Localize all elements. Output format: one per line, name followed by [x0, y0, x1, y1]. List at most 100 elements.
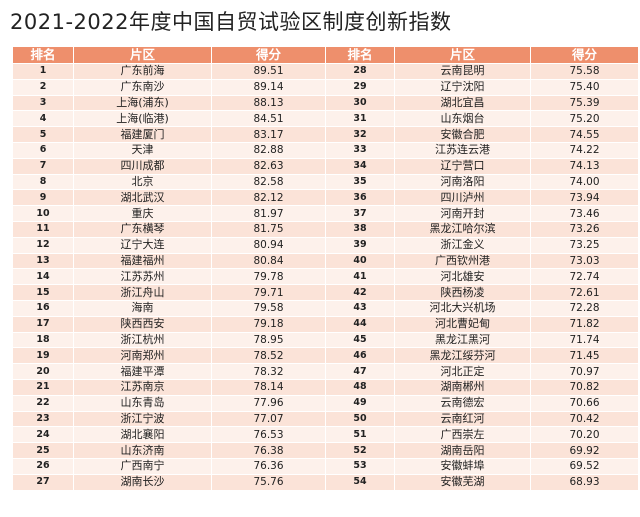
- rank-cell-right: 37: [325, 205, 395, 222]
- rank-cell-left: 21: [12, 378, 74, 396]
- rank-cell-right: 44: [325, 315, 395, 333]
- zone-name-cell-left: 福建厦门: [73, 126, 212, 143]
- rank-cell-left: 14: [12, 268, 74, 286]
- score-cell-left: 77.07: [211, 410, 326, 428]
- rank-cell-right: 31: [325, 110, 395, 128]
- score-cell-right: 75.58: [530, 63, 639, 80]
- table-row: 14 江苏苏州 79.78 41 河北雄安 72.74: [12, 268, 639, 286]
- score-cell-left: 82.12: [211, 189, 326, 207]
- rank-cell-left: 8: [12, 173, 74, 191]
- zone-name-cell-left: 江苏南京: [73, 378, 212, 396]
- zone-name-cell-right: 湖南岳阳: [394, 442, 531, 459]
- zone-name-cell-right: 安徽蚌埠: [394, 457, 531, 475]
- score-cell-left: 79.71: [211, 284, 326, 301]
- header-zone-right: 片区: [394, 46, 531, 64]
- score-cell-right: 75.20: [530, 110, 639, 128]
- rank-cell-left: 5: [12, 126, 74, 143]
- table-row: 1 广东前海 89.51 28 云南昆明 75.58: [12, 63, 639, 80]
- rank-cell-right: 35: [325, 173, 395, 191]
- rank-cell-left: 2: [12, 78, 74, 96]
- zone-name-cell-right: 广西钦州港: [394, 252, 531, 270]
- score-cell-right: 75.40: [530, 78, 639, 96]
- rank-cell-right: 46: [325, 347, 395, 365]
- table-row: 11 广东横琴 81.75 38 黑龙江哈尔滨 73.26: [12, 220, 639, 238]
- score-cell-left: 81.97: [211, 205, 326, 222]
- score-cell-right: 73.94: [530, 189, 639, 207]
- zone-name-cell-right: 黑龙江黑河: [394, 331, 531, 349]
- rank-cell-left: 6: [12, 141, 74, 159]
- rank-cell-right: 47: [325, 363, 395, 380]
- table-row: 17 陕西西安 79.18 44 河北曹妃甸 71.82: [12, 315, 639, 333]
- zone-name-cell-left: 浙江杭州: [73, 331, 212, 349]
- score-cell-left: 76.36: [211, 457, 326, 475]
- score-cell-left: 79.18: [211, 315, 326, 333]
- zone-name-cell-left: 山东青岛: [73, 394, 212, 412]
- zone-name-cell-right: 河北大兴机场: [394, 299, 531, 317]
- score-cell-right: 70.42: [530, 410, 639, 428]
- table-row: 22 山东青岛 77.96 49 云南德宏 70.66: [12, 394, 639, 412]
- ranking-table: 排名 片区 得分 排名 片区 得分 1 广东前海 89.51 28 云南昆明 75.58 2…: [12, 46, 639, 491]
- score-cell-left: 79.78: [211, 268, 326, 286]
- score-cell-right: 71.82: [530, 315, 639, 333]
- zone-name-cell-right: 山东烟台: [394, 110, 531, 128]
- score-cell-left: 78.32: [211, 363, 326, 380]
- score-cell-left: 89.14: [211, 78, 326, 96]
- table-row: 24 湖北襄阳 76.53 51 广西崇左 70.20: [12, 426, 639, 444]
- rank-cell-left: 3: [12, 94, 74, 112]
- score-cell-left: 75.76: [211, 473, 326, 491]
- table-row: 19 河南郑州 78.52 46 黑龙江绥芬河 71.45: [12, 347, 639, 365]
- score-cell-left: 78.52: [211, 347, 326, 365]
- zone-name-cell-left: 浙江舟山: [73, 284, 212, 301]
- score-cell-left: 89.51: [211, 63, 326, 80]
- zone-name-cell-right: 云南昆明: [394, 63, 531, 80]
- rank-cell-right: 48: [325, 378, 395, 396]
- zone-name-cell-left: 广东横琴: [73, 220, 212, 238]
- table-row: 16 海南 79.58 43 河北大兴机场 72.28: [12, 299, 639, 317]
- zone-name-cell-left: 湖北武汉: [73, 189, 212, 207]
- header-zone-left: 片区: [73, 46, 212, 64]
- zone-name-cell-left: 广东前海: [73, 63, 212, 80]
- zone-name-cell-left: 江苏苏州: [73, 268, 212, 286]
- zone-name-cell-right: 河北正定: [394, 363, 531, 380]
- zone-name-cell-left: 上海(浦东): [73, 94, 212, 112]
- zone-name-cell-left: 湖南长沙: [73, 473, 212, 491]
- rank-cell-right: 39: [325, 236, 395, 254]
- score-cell-right: 70.20: [530, 426, 639, 444]
- rank-cell-left: 19: [12, 347, 74, 365]
- table-row: 4 上海(临港) 84.51 31 山东烟台 75.20: [12, 110, 639, 128]
- table-header-row: 排名 片区 得分 排名 片区 得分: [12, 46, 639, 64]
- header-score-right: 得分: [530, 46, 639, 64]
- score-cell-right: 69.92: [530, 442, 639, 459]
- score-cell-right: 74.00: [530, 173, 639, 191]
- rank-cell-left: 12: [12, 236, 74, 254]
- zone-name-cell-right: 浙江金义: [394, 236, 531, 254]
- rank-cell-left: 7: [12, 157, 74, 175]
- page-title: 2021-2022年度中国自贸试验区制度创新指数: [10, 10, 452, 34]
- zone-name-cell-right: 湖南郴州: [394, 378, 531, 396]
- rank-cell-right: 52: [325, 442, 395, 459]
- score-cell-left: 82.63: [211, 157, 326, 175]
- zone-name-cell-right: 黑龙江绥芬河: [394, 347, 531, 365]
- score-cell-left: 79.58: [211, 299, 326, 317]
- rank-cell-left: 18: [12, 331, 74, 349]
- score-cell-left: 80.94: [211, 236, 326, 254]
- score-cell-right: 72.28: [530, 299, 639, 317]
- table-row: 8 北京 82.58 35 河南洛阳 74.00: [12, 173, 639, 191]
- rank-cell-right: 36: [325, 189, 395, 207]
- zone-name-cell-left: 广东南沙: [73, 78, 212, 96]
- rank-cell-right: 33: [325, 141, 395, 159]
- zone-name-cell-right: 广西崇左: [394, 426, 531, 444]
- rank-cell-right: 34: [325, 157, 395, 175]
- score-cell-left: 82.58: [211, 173, 326, 191]
- zone-name-cell-left: 陕西西安: [73, 315, 212, 333]
- score-cell-right: 70.66: [530, 394, 639, 412]
- rank-cell-right: 49: [325, 394, 395, 412]
- score-cell-right: 68.93: [530, 473, 639, 491]
- zone-name-cell-right: 四川泸州: [394, 189, 531, 207]
- zone-name-cell-left: 海南: [73, 299, 212, 317]
- table-row: 20 福建平潭 78.32 47 河北正定 70.97: [12, 363, 639, 380]
- table-row: 15 浙江舟山 79.71 42 陕西杨凌 72.61: [12, 284, 639, 301]
- rank-cell-right: 51: [325, 426, 395, 444]
- rank-cell-right: 45: [325, 331, 395, 349]
